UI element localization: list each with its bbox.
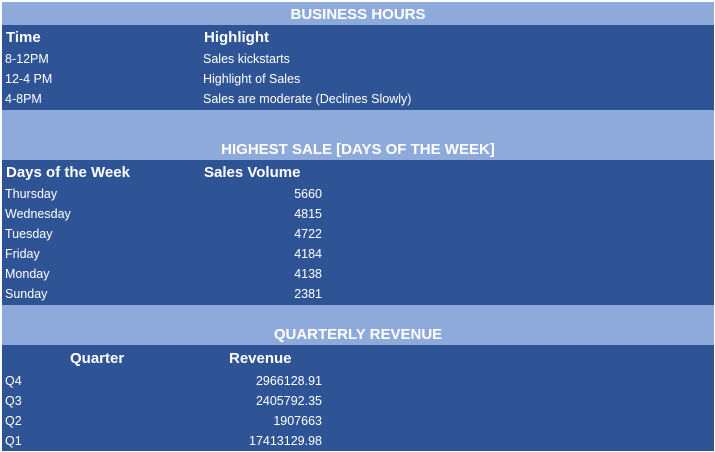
table-row: Q3 2405792.35 — [2, 391, 714, 411]
table-row: 8-12PM Sales kickstarts — [2, 49, 714, 69]
revenue-cell: 2966128.91 — [255, 374, 322, 388]
time-cell: 12-4 PM — [5, 72, 53, 86]
table-row: Tuesday 4722 — [2, 224, 714, 244]
day-cell: Friday — [5, 247, 40, 261]
table-row: Wednesday 4815 — [2, 204, 714, 224]
highest-sale-header-row: Days of the Week Sales Volume — [2, 160, 714, 184]
business-hours-table: Time Highlight 8-12PM Sales kickstarts 1… — [2, 25, 714, 110]
quarter-cell: Q4 — [5, 374, 22, 388]
highlight-cell: Highlight of Sales — [203, 72, 301, 86]
quarter-cell: Q2 — [5, 414, 22, 428]
business-hours-title: BUSINESS HOURS — [2, 2, 714, 25]
table-row: Sunday 2381 — [2, 284, 714, 304]
sales-volume-cell: 2381 — [294, 287, 322, 301]
time-cell: 4-8PM — [5, 92, 42, 106]
sales-volume-cell: 4184 — [294, 247, 322, 261]
quarter-header: Quarter — [70, 350, 125, 367]
highlight-cell: Sales are moderate (Declines Slowly) — [203, 92, 412, 106]
revenue-cell: 2405792.35 — [255, 394, 322, 408]
table-row: 4-8PM Sales are moderate (Declines Slowl… — [2, 89, 714, 109]
table-row: Q1 17413129.98 — [2, 431, 714, 451]
table-row: Friday 4184 — [2, 244, 714, 264]
separator-band — [2, 110, 714, 135]
highlight-header: Highlight — [204, 29, 269, 46]
day-cell: Wednesday — [5, 207, 71, 221]
revenue-header: Revenue — [229, 350, 292, 367]
day-cell: Thursday — [5, 187, 58, 201]
highest-sale-table: Days of the Week Sales Volume Thursday 5… — [2, 160, 714, 305]
sales-volume-cell: 4722 — [294, 227, 322, 241]
time-header: Time — [6, 29, 41, 46]
table-row: Thursday 5660 — [2, 184, 714, 204]
highest-sale-title: HIGHEST SALE [DAYS OF THE WEEK] — [2, 135, 714, 160]
table-row: 12-4 PM Highlight of Sales — [2, 69, 714, 89]
day-cell: Tuesday — [5, 227, 53, 241]
quarterly-revenue-title: QUARTERLY REVENUE — [2, 323, 714, 345]
days-header: Days of the Week — [6, 164, 130, 181]
table-row: Monday 4138 — [2, 264, 714, 284]
business-hours-header-row: Time Highlight — [2, 25, 714, 49]
separator-band — [2, 305, 714, 323]
quarter-cell: Q1 — [5, 434, 22, 448]
day-cell: Monday — [5, 267, 50, 281]
sales-volume-cell: 4815 — [294, 207, 322, 221]
quarterly-revenue-header-row: Quarter Revenue — [2, 345, 714, 371]
quarter-cell: Q3 — [5, 394, 22, 408]
highlight-cell: Sales kickstarts — [203, 52, 290, 66]
table-row: Q2 1907663 — [2, 411, 714, 431]
revenue-cell: 17413129.98 — [249, 434, 322, 448]
day-cell: Sunday — [5, 287, 48, 301]
sales-volume-cell: 5660 — [294, 187, 322, 201]
sales-volume-cell: 4138 — [294, 267, 322, 281]
time-cell: 8-12PM — [5, 52, 49, 66]
quarterly-revenue-table: Quarter Revenue Q4 2966128.91 Q3 2405792… — [2, 345, 714, 451]
revenue-cell: 1907663 — [273, 414, 322, 428]
sales-volume-header: Sales Volume — [204, 164, 301, 181]
table-row: Q4 2966128.91 — [2, 371, 714, 391]
